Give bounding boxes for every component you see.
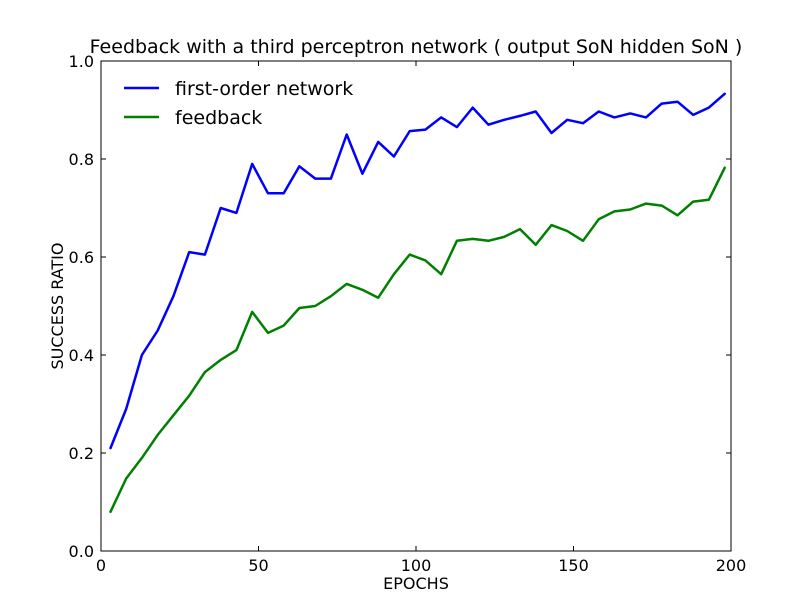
- legend-label-2: feedback: [175, 107, 262, 129]
- x-tick-label: 0: [96, 556, 106, 575]
- x-tick-label: 50: [248, 556, 268, 575]
- y-tick-label: 0.4: [69, 346, 94, 365]
- y-axis-label: SUCCESS RATIO: [48, 243, 67, 370]
- y-tick-label: 0.0: [69, 542, 94, 561]
- chart-title: Feedback with a third perceptron network…: [90, 36, 743, 58]
- y-tick-label: 1.0: [69, 52, 94, 71]
- series-line-2: [109, 166, 726, 514]
- plot-area: 0 50 100 150 200 0.0 0.2 0.4 0.6 0.8 1.0: [69, 52, 747, 575]
- x-tick-label: 100: [401, 556, 432, 575]
- y-tick-label: 0.6: [69, 248, 94, 267]
- y-tick-label: 0.2: [69, 444, 94, 463]
- x-tick-label: 150: [558, 556, 589, 575]
- legend-label-1: first-order network: [175, 78, 353, 100]
- series-line-1: [109, 92, 726, 450]
- y-tick-label: 0.8: [69, 150, 94, 169]
- x-tick-label: 200: [716, 556, 747, 575]
- legend: first-order network feedback: [124, 78, 353, 129]
- x-axis-label: EPOCHS: [383, 574, 449, 593]
